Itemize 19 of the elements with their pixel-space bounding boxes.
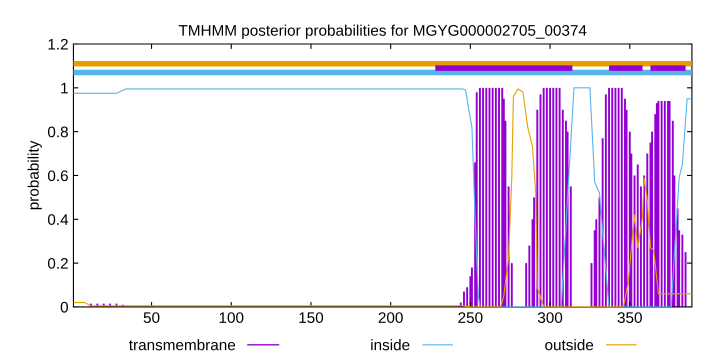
chart-title: TMHMM posterior probabilities for MGYG000002705_00374 [178,24,586,39]
x-tick-label: 300 [538,312,562,324]
y-tick-label: 0.4 [48,214,68,225]
y-tick-label: 0.6 [48,170,68,182]
y-tick-label: 1.2 [48,38,68,50]
x-tick-label: 350 [618,312,642,324]
x-tick-label: 50 [144,312,160,324]
y-tick-label: 0.8 [48,126,68,138]
legend-label: transmembrane [129,339,236,350]
y-tick-label: 0 [60,302,68,313]
y-tick-label: 0.2 [48,258,68,269]
legend-label: inside [371,339,410,350]
y-tick-label: 1 [61,82,68,94]
x-tick-label: 150 [299,312,324,324]
x-tick-label: 100 [220,312,244,324]
x-tick-label: 250 [458,312,482,324]
legend-label: outside [545,339,594,350]
y-axis-title: probability [28,140,42,210]
x-tick-label: 200 [378,312,403,324]
